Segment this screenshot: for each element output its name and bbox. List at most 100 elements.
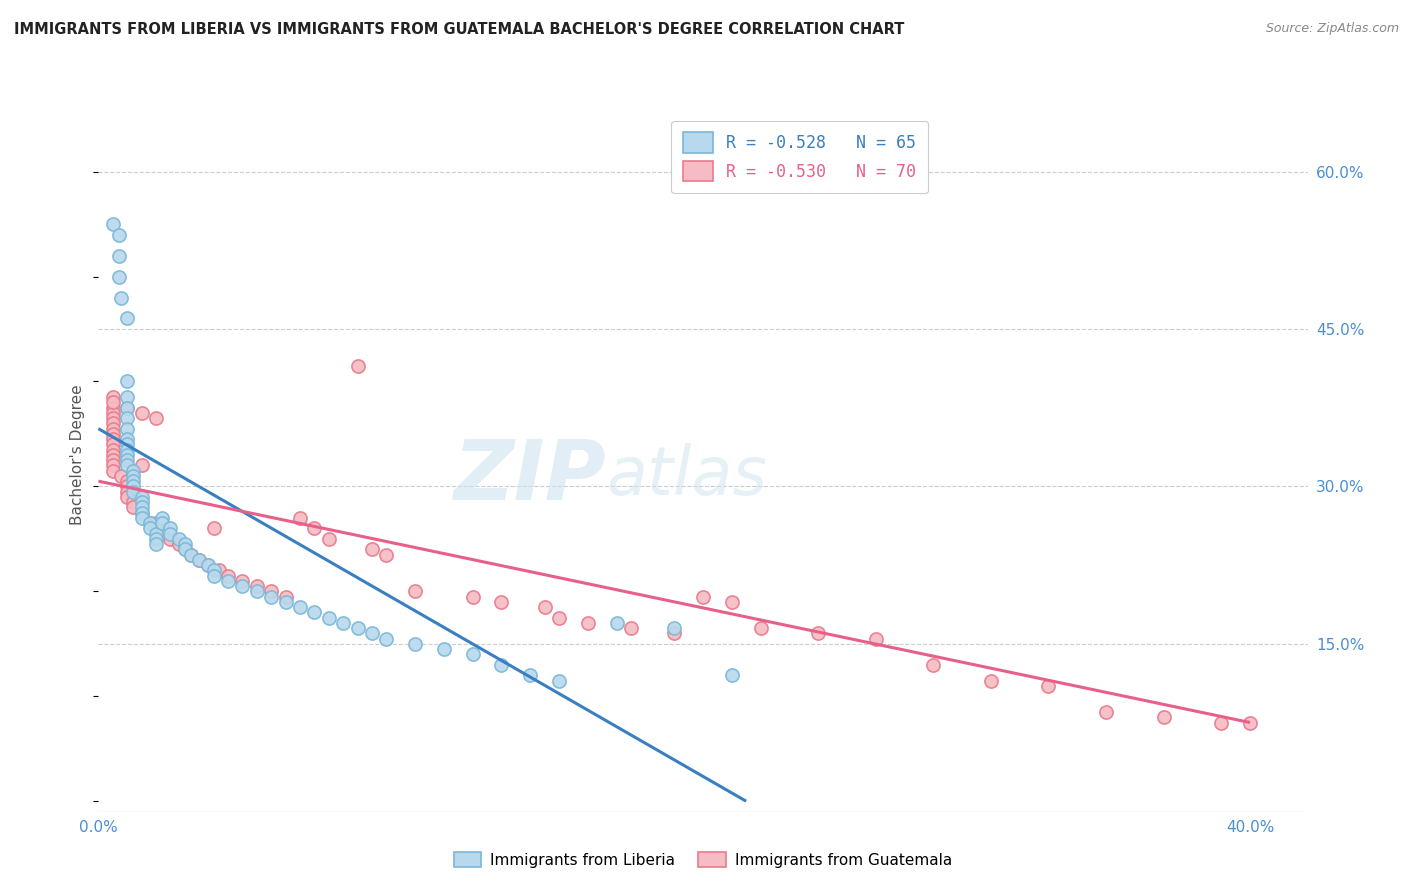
Point bbox=[202, 563, 225, 577]
Point bbox=[101, 395, 124, 409]
Legend: R = -0.528   N = 65, R = -0.530   N = 70: R = -0.528 N = 65, R = -0.530 N = 70 bbox=[672, 120, 928, 193]
Point bbox=[115, 453, 138, 467]
Point bbox=[173, 542, 195, 557]
Point bbox=[1095, 705, 1118, 719]
Text: atlas: atlas bbox=[606, 443, 768, 509]
Point bbox=[188, 553, 211, 567]
Point bbox=[101, 426, 124, 441]
Point bbox=[404, 637, 426, 651]
Point bbox=[145, 516, 167, 530]
Point bbox=[260, 584, 283, 599]
Point bbox=[131, 406, 153, 420]
Point bbox=[692, 590, 714, 604]
Point bbox=[139, 516, 162, 530]
Point bbox=[318, 610, 340, 624]
Point bbox=[145, 411, 167, 425]
Point bbox=[115, 442, 138, 457]
Point bbox=[375, 632, 398, 646]
Point bbox=[145, 521, 167, 535]
Text: IMMIGRANTS FROM LIBERIA VS IMMIGRANTS FROM GUATEMALA BACHELOR'S DEGREE CORRELATI: IMMIGRANTS FROM LIBERIA VS IMMIGRANTS FR… bbox=[14, 22, 904, 37]
Point bbox=[145, 532, 167, 546]
Text: ZIP: ZIP bbox=[454, 436, 606, 516]
Point bbox=[101, 453, 124, 467]
Point bbox=[115, 448, 138, 462]
Point bbox=[188, 553, 211, 567]
Point bbox=[107, 227, 129, 242]
Point bbox=[115, 375, 138, 389]
Legend: Immigrants from Liberia, Immigrants from Guatemala: Immigrants from Liberia, Immigrants from… bbox=[447, 846, 959, 873]
Point bbox=[491, 657, 513, 672]
Point bbox=[260, 590, 283, 604]
Point bbox=[304, 521, 326, 535]
Point bbox=[318, 532, 340, 546]
Point bbox=[274, 595, 297, 609]
Point bbox=[115, 401, 138, 415]
Point bbox=[246, 584, 269, 599]
Point bbox=[107, 248, 129, 262]
Point bbox=[101, 401, 124, 415]
Point bbox=[346, 621, 368, 635]
Point bbox=[101, 411, 124, 425]
Point bbox=[131, 500, 153, 515]
Point bbox=[122, 479, 145, 493]
Point bbox=[122, 474, 145, 488]
Point bbox=[101, 448, 124, 462]
Point bbox=[122, 495, 145, 509]
Point bbox=[404, 584, 426, 599]
Point bbox=[167, 532, 190, 546]
Point bbox=[231, 579, 253, 593]
Point bbox=[115, 437, 138, 451]
Point bbox=[180, 548, 202, 562]
Point bbox=[197, 558, 219, 573]
Point bbox=[101, 406, 124, 420]
Point bbox=[110, 469, 132, 483]
Point bbox=[361, 626, 384, 640]
Point bbox=[304, 605, 326, 619]
Point bbox=[720, 595, 742, 609]
Point bbox=[1038, 679, 1060, 693]
Point bbox=[145, 526, 167, 541]
Point bbox=[217, 574, 239, 588]
Point bbox=[159, 521, 181, 535]
Point bbox=[110, 291, 132, 305]
Point bbox=[115, 458, 138, 473]
Point bbox=[1211, 715, 1233, 730]
Point bbox=[101, 464, 124, 478]
Point bbox=[131, 506, 153, 520]
Point bbox=[202, 568, 225, 582]
Point bbox=[980, 673, 1002, 688]
Point bbox=[1153, 710, 1175, 724]
Point bbox=[150, 526, 173, 541]
Point bbox=[533, 600, 555, 615]
Point bbox=[620, 621, 643, 635]
Point bbox=[122, 469, 145, 483]
Point bbox=[288, 511, 311, 525]
Point bbox=[548, 610, 571, 624]
Point bbox=[122, 500, 145, 515]
Point bbox=[131, 490, 153, 504]
Point bbox=[173, 537, 195, 551]
Point bbox=[807, 626, 830, 640]
Point bbox=[101, 390, 124, 404]
Point bbox=[115, 490, 138, 504]
Point bbox=[246, 579, 269, 593]
Point bbox=[208, 563, 231, 577]
Point bbox=[865, 632, 887, 646]
Point bbox=[433, 642, 456, 657]
Point bbox=[101, 417, 124, 431]
Point bbox=[131, 495, 153, 509]
Point bbox=[288, 600, 311, 615]
Point bbox=[749, 621, 772, 635]
Point bbox=[159, 526, 181, 541]
Point bbox=[332, 615, 354, 630]
Point bbox=[139, 516, 162, 530]
Point bbox=[461, 590, 484, 604]
Point bbox=[361, 542, 384, 557]
Point bbox=[150, 511, 173, 525]
Point bbox=[131, 511, 153, 525]
Point bbox=[606, 615, 628, 630]
Point bbox=[131, 458, 153, 473]
Point bbox=[375, 548, 398, 562]
Point bbox=[180, 548, 202, 562]
Point bbox=[664, 626, 686, 640]
